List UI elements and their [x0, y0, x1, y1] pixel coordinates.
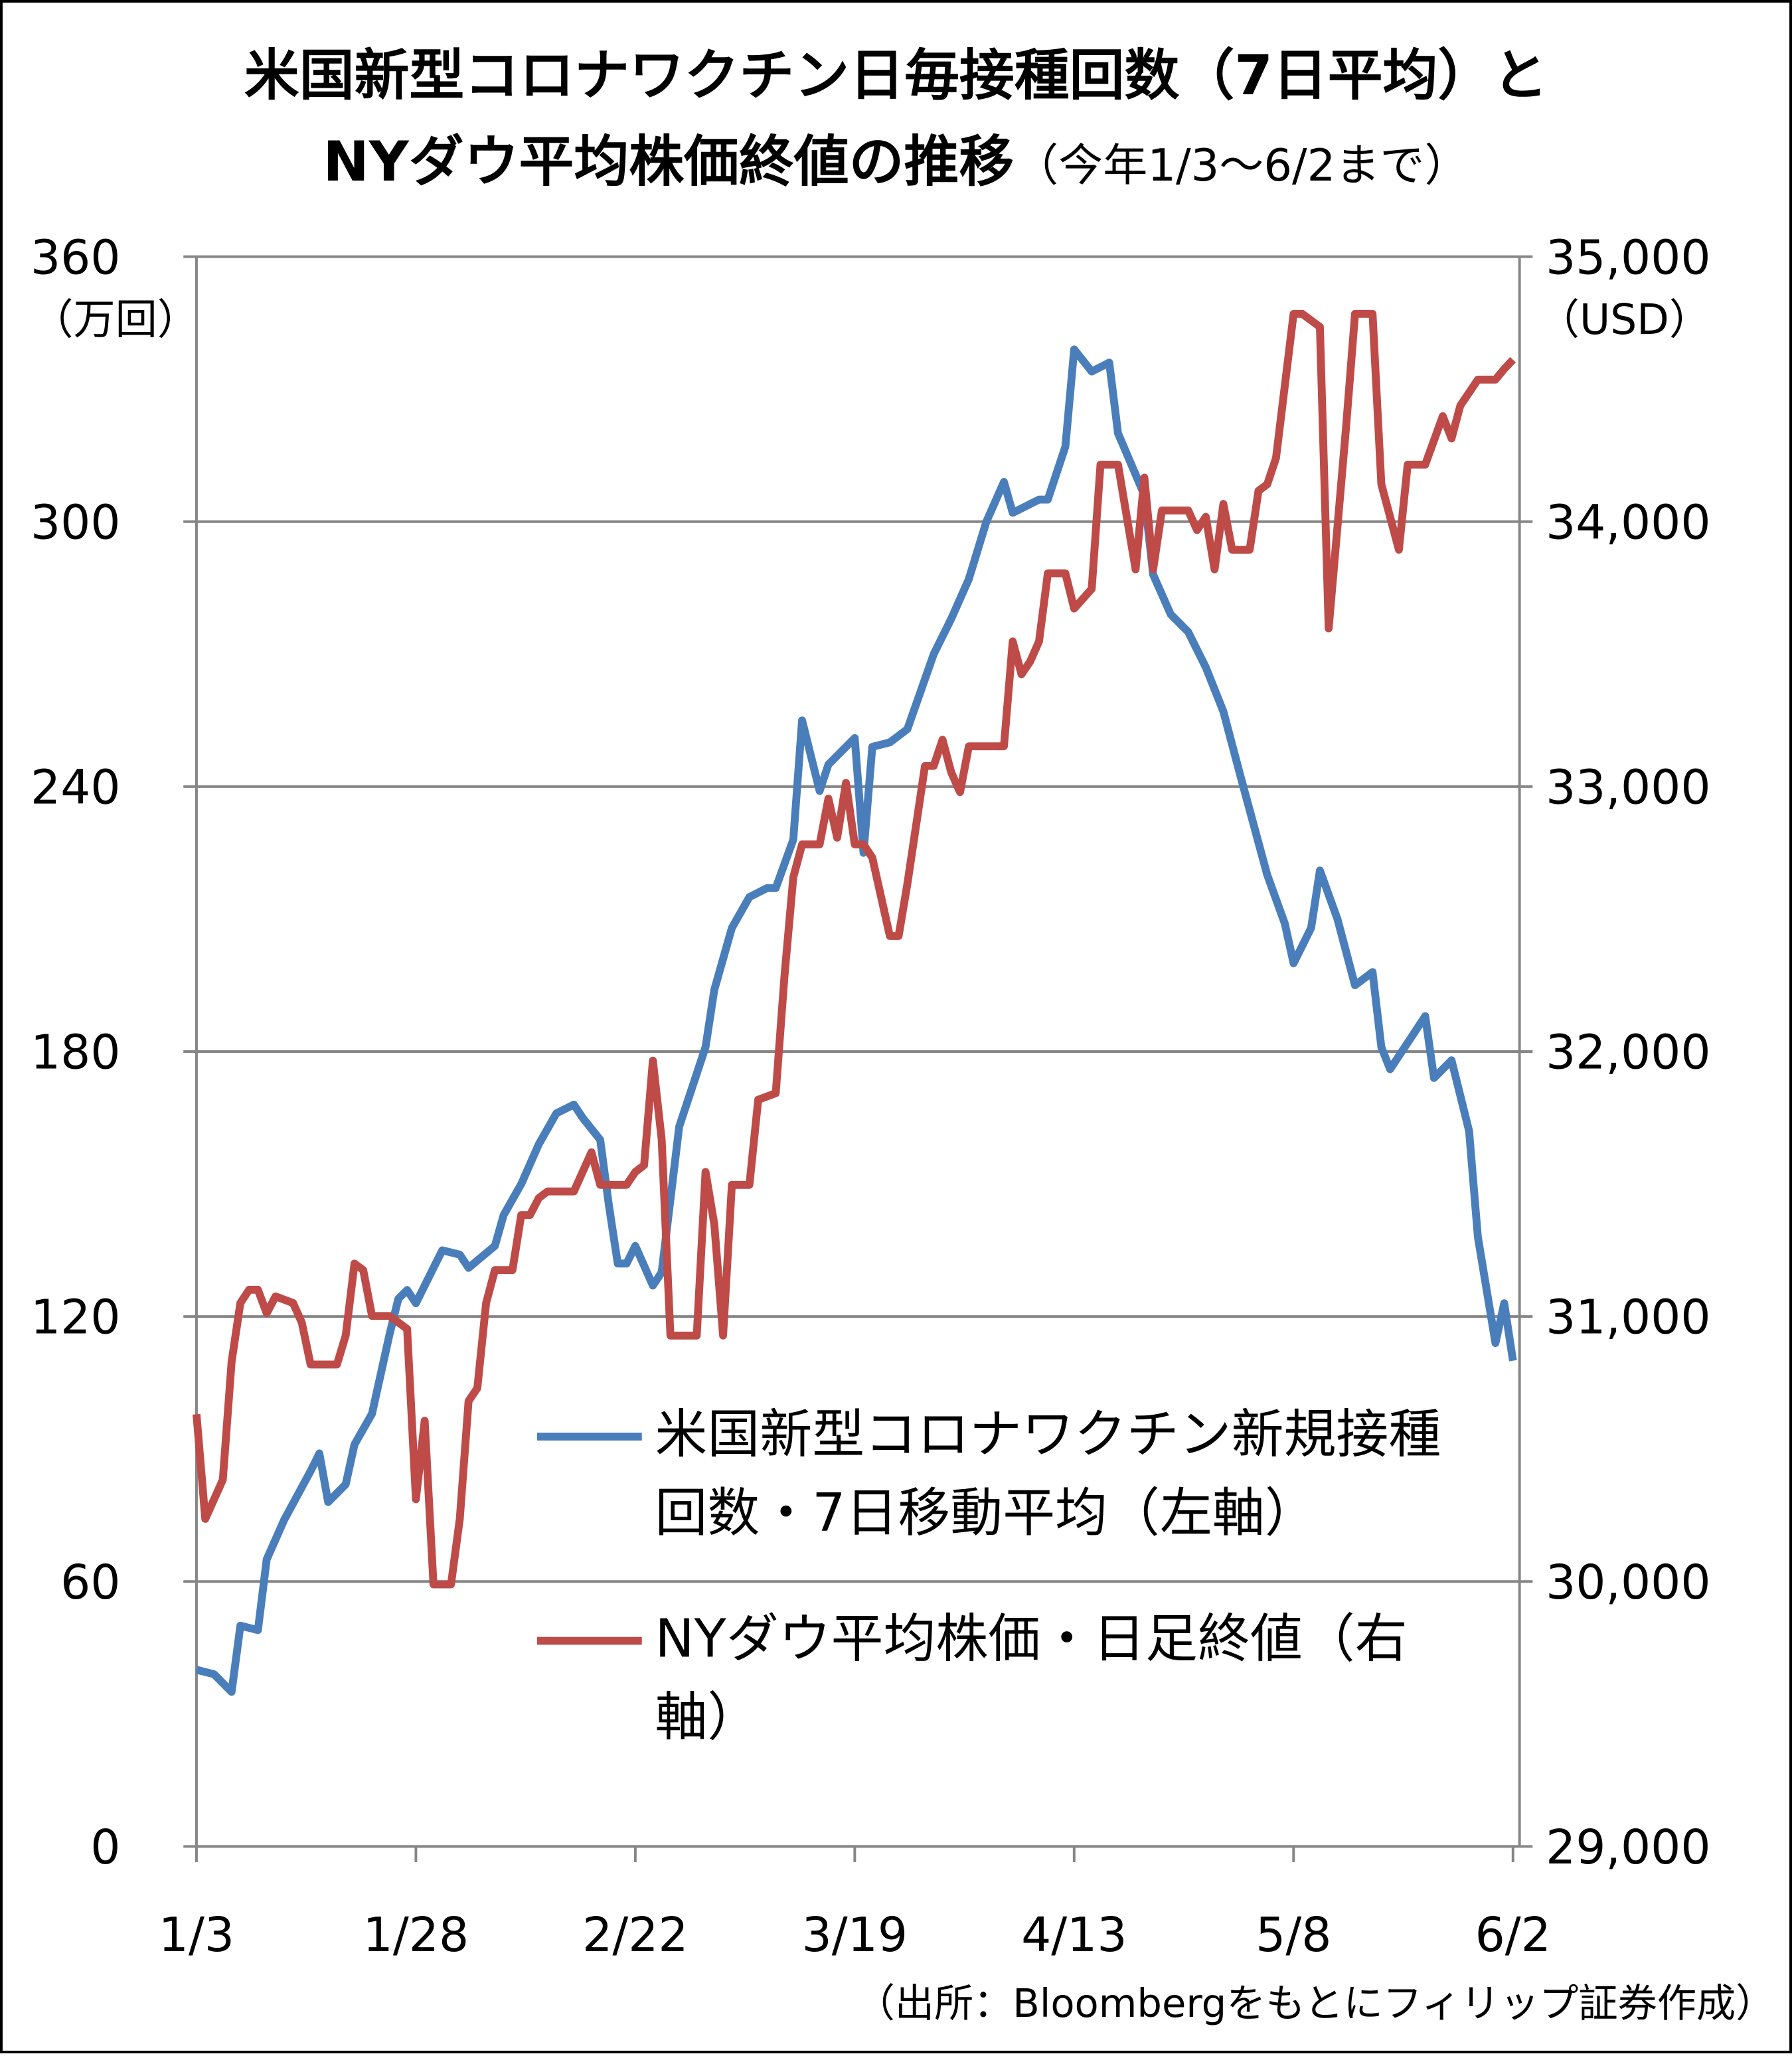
- x-tick-label: 6/2: [1475, 1907, 1551, 1962]
- y-tick-label: 360: [31, 230, 121, 285]
- x-tick-label: 1/3: [159, 1907, 234, 1962]
- y-tick-label: 60: [60, 1555, 120, 1610]
- data-line: [195, 345, 1517, 1696]
- y-tick-label: 0: [90, 1820, 120, 1875]
- y-tick-label: 300: [31, 495, 121, 550]
- y-tick-label: 120: [31, 1290, 121, 1345]
- x-tick-label: 1/28: [363, 1907, 469, 1962]
- y-tick-label: 180: [31, 1025, 121, 1080]
- chart-title-line: 米国新型コロナワクチン日毎接種回数（7日平均）と: [244, 43, 1548, 108]
- legend-label: 米国新型コロナワクチン新規接種回数・7日移動平均（左軸）: [655, 1405, 1441, 1544]
- x-tick-label: 5/8: [1256, 1907, 1331, 1962]
- chart-title-line: NYダウ平均株価終値の推移（今年1/3～6/2まで）: [323, 129, 1469, 194]
- y2-tick-label: 30,000: [1546, 1555, 1710, 1610]
- legend-entry: 米国新型コロナワクチン新規接種回数・7日移動平均（左軸）: [655, 1405, 1441, 1544]
- y2-tick-label: 34,000: [1546, 495, 1710, 550]
- y2-axis-unit: （USD）: [1538, 295, 1711, 344]
- data-line: [193, 309, 1516, 1589]
- source-note: （出所：Bloombergをもとにフィリップ証券作成）: [856, 1980, 1775, 2026]
- chart-subtitle: （今年1/3～6/2まで）: [1014, 139, 1469, 191]
- y2-tick-label: 33,000: [1546, 760, 1710, 815]
- grid: 0 60 120 180 240 300 360 29,000 30,000 31,000 32,0…: [31, 230, 1711, 1962]
- y2-tick-label: 29,000: [1546, 1820, 1710, 1875]
- plot-lines: [193, 309, 1517, 1696]
- legend-label: NYダウ平均株価・日足終値（右軸）: [655, 1609, 1408, 1749]
- y-tick-label: 240: [31, 760, 121, 815]
- x-tick-label: 4/13: [1021, 1907, 1127, 1962]
- x-tick-label: 3/19: [802, 1907, 908, 1962]
- y2-tick-label: 31,000: [1546, 1290, 1710, 1345]
- legend-entry: NYダウ平均株価・日足終値（右軸）: [655, 1609, 1408, 1749]
- y2-tick-label: 35,000: [1546, 230, 1710, 285]
- y2-tick-label: 32,000: [1546, 1025, 1710, 1080]
- chart-title-line: NYダウ平均株価終値の推移: [323, 129, 1014, 194]
- x-tick-label: 2/22: [582, 1907, 688, 1962]
- y-axis-unit: （万回）: [31, 295, 199, 344]
